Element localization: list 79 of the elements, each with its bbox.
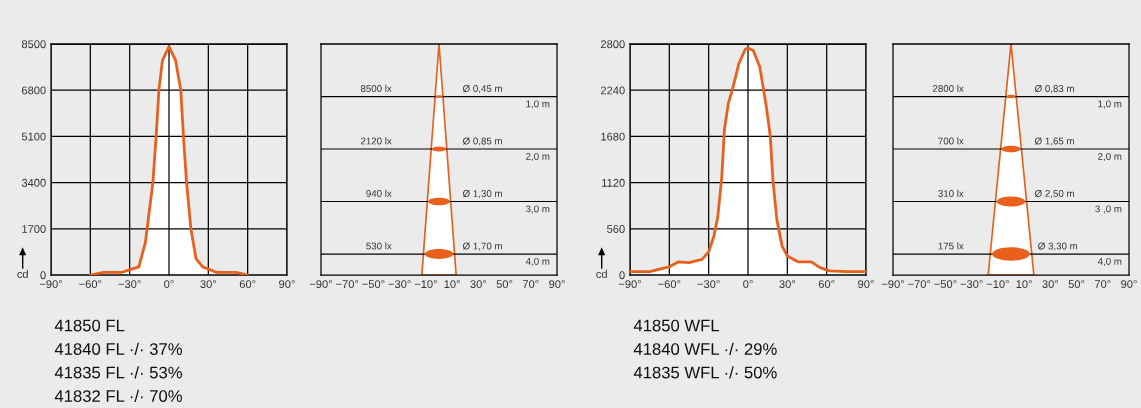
annotation: 2800 lx [932, 84, 964, 92]
x-tick-label: −10° [986, 280, 1009, 289]
x-tick-label: −30° [697, 280, 720, 289]
x-tick-label: 90° [858, 280, 874, 289]
annotation: Ø 1,65 m [1034, 137, 1074, 146]
x-tick-label: −30° [388, 280, 411, 289]
annotation: Ø 1,30 m [462, 189, 502, 199]
y-tick-label: 1120 [602, 178, 625, 187]
x-tick-label: 30° [470, 280, 487, 289]
x-tick-label: 60° [239, 280, 256, 289]
ref-line-label: 4,0 m [525, 257, 550, 266]
text: 41840 WFL ·/· 29% [633, 342, 777, 355]
y-tick-label: 1680 [601, 132, 625, 141]
annotation: 8500 lx [360, 84, 392, 92]
annotation: 310 lx [938, 189, 964, 197]
x-tick-label: −30° [960, 280, 983, 289]
y-tick-label: 0 [40, 271, 46, 280]
y-tick-label: 0 [619, 271, 625, 280]
annotation: Ø 1,70 m [462, 242, 502, 251]
x-tick-label: 50° [1068, 280, 1085, 289]
y-tick-label: 5100 [21, 132, 46, 141]
text: 41832 FL ·/· 70% [54, 389, 182, 402]
y-tick-label: 2800 [600, 40, 625, 49]
annotation: 530 lx [366, 242, 392, 250]
x-tick-label: 50° [496, 280, 513, 289]
x-tick-label: 30° [200, 280, 217, 289]
annotation: Ø 0,45 m [462, 84, 502, 94]
x-tick-label: 30° [1042, 280, 1059, 289]
y-axis-title: cd [596, 269, 607, 278]
x-tick-label: −10° [414, 280, 437, 289]
text: 41850 WFL [633, 319, 720, 332]
ref-line-label: 1,0 m [526, 100, 550, 109]
text: 41835 FL ·/· 53% [54, 366, 182, 379]
annotation: Ø 0,83 m [1034, 84, 1074, 94]
x-tick-label: −60° [658, 280, 681, 289]
x-tick-label: −30° [118, 280, 141, 289]
x-tick-label: −90° [309, 280, 332, 289]
x-tick-label: −90° [39, 280, 62, 289]
ref-line-label: 4,0 m [1097, 257, 1122, 266]
x-tick-label: 10° [1016, 280, 1032, 289]
x-tick-label: 10° [444, 280, 460, 289]
x-tick-label: 70° [1094, 280, 1111, 289]
x-tick-label: −60° [79, 280, 102, 289]
x-tick-label: −50° [934, 280, 957, 289]
x-tick-label: 90° [549, 280, 565, 289]
x-tick-label: 0° [743, 280, 753, 289]
x-tick-label: −50° [362, 280, 385, 289]
annotation: Ø 0,85 m [462, 137, 502, 146]
annotation: 2120 lx [360, 137, 392, 145]
ref-line-label: 3 ,0 m [1095, 205, 1122, 214]
annotation: 175 lx [938, 242, 964, 250]
y-tick-label: 6800 [21, 86, 46, 95]
y-tick-label: 560 [607, 225, 625, 233]
x-tick-label: 0° [164, 280, 174, 289]
annotation: 940 lx [366, 189, 392, 197]
annotation: 700 lx [938, 137, 964, 145]
x-tick-label: −90° [881, 280, 904, 289]
ref-line-label: 2,0 m [1098, 152, 1122, 161]
x-tick-label: 70° [522, 280, 539, 289]
y-axis-title: cd [17, 269, 28, 278]
y-tick-label: 3400 [21, 178, 46, 187]
x-tick-label: −90° [618, 280, 641, 289]
x-tick-label: 90° [1121, 280, 1137, 289]
y-tick-label: 8500 [21, 40, 46, 49]
text: 41835 WFL ·/· 50% [633, 366, 777, 379]
y-tick-label: 2240 [600, 86, 625, 95]
annotation: Ø 3,30 m [1038, 242, 1078, 251]
ref-line-label: 2,0 m [526, 152, 550, 161]
x-tick-label: 90° [279, 280, 295, 289]
annotation: Ø 2,50 m [1034, 189, 1074, 199]
y-tick-label: 1700 [22, 225, 46, 233]
ref-line-label: 3,0 m [525, 205, 550, 214]
text: 41850 FL [54, 319, 125, 332]
x-tick-label: −70° [908, 280, 931, 289]
x-tick-label: 60° [818, 280, 835, 289]
ref-line-label: 1,0 m [1098, 100, 1122, 109]
x-tick-label: 30° [779, 280, 796, 289]
x-tick-label: −70° [336, 280, 359, 289]
text: 41840 FL ·/· 37% [54, 342, 182, 355]
